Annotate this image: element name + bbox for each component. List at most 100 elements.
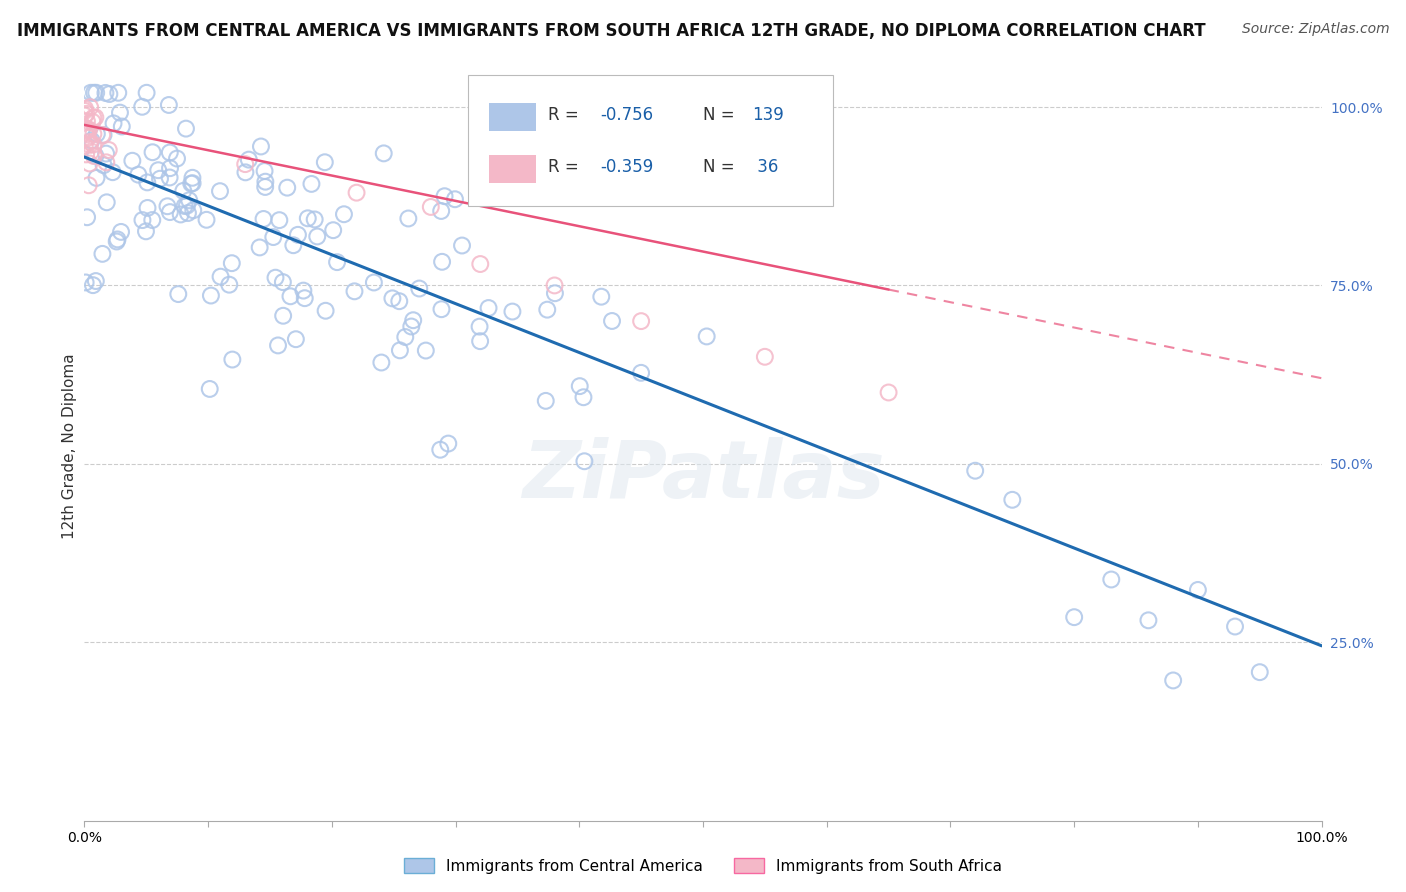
Point <box>271 275 294 289</box>
Point <box>269 213 291 227</box>
Point <box>218 277 240 292</box>
Point <box>94 86 117 100</box>
Point <box>79 156 101 170</box>
Point <box>157 98 180 112</box>
Point <box>148 163 170 178</box>
Point <box>1187 582 1209 597</box>
Point <box>80 134 103 148</box>
Point <box>80 86 103 100</box>
Point <box>314 155 336 169</box>
Point <box>287 227 309 242</box>
Point <box>84 274 107 288</box>
Point <box>343 285 366 299</box>
Point <box>326 255 349 269</box>
Point <box>103 116 125 130</box>
Text: IMMIGRANTS FROM CENTRAL AMERICA VS IMMIGRANTS FROM SOUTH AFRICA 12TH GRADE, NO D: IMMIGRANTS FROM CENTRAL AMERICA VS IMMIG… <box>17 22 1205 40</box>
Point <box>304 212 326 227</box>
Point <box>80 145 103 159</box>
Point <box>79 135 101 149</box>
Point <box>181 203 204 218</box>
Point <box>75 107 97 121</box>
Point <box>93 158 115 172</box>
Point <box>82 115 104 129</box>
Point <box>82 111 104 125</box>
Point <box>101 165 124 179</box>
Point <box>76 127 98 141</box>
Point <box>170 207 193 221</box>
Point <box>86 127 108 141</box>
Point <box>1099 573 1122 587</box>
Point <box>267 338 290 352</box>
Point <box>159 170 181 185</box>
Point <box>429 442 451 457</box>
Point <box>98 87 121 101</box>
Point <box>1001 492 1024 507</box>
Point <box>235 165 257 179</box>
Point <box>105 235 128 249</box>
Point <box>200 288 222 302</box>
Point <box>630 366 652 380</box>
Point <box>249 240 271 254</box>
Point <box>534 393 557 408</box>
Point <box>280 289 302 303</box>
Point <box>221 256 243 270</box>
Point <box>94 146 117 161</box>
Point <box>1249 665 1271 680</box>
Point <box>388 343 411 358</box>
Point <box>388 294 411 309</box>
Point <box>322 223 344 237</box>
Point <box>141 213 163 227</box>
Point <box>172 184 194 198</box>
Text: -0.359: -0.359 <box>600 158 654 176</box>
Point <box>181 170 204 185</box>
Point <box>470 257 492 271</box>
Point <box>136 175 159 189</box>
Legend: Immigrants from Central America, Immigrants from South Africa: Immigrants from Central America, Immigra… <box>398 852 1008 880</box>
Point <box>396 211 419 226</box>
Point <box>75 125 97 139</box>
Point <box>264 270 287 285</box>
Point <box>363 276 385 290</box>
Point <box>181 176 204 190</box>
Point <box>401 319 423 334</box>
Point <box>394 330 416 344</box>
Text: ZiPatlas: ZiPatlas <box>522 437 884 515</box>
Point <box>209 269 232 284</box>
Point <box>135 224 157 238</box>
Point <box>1223 619 1246 633</box>
Point <box>408 281 430 295</box>
Text: N =: N = <box>703 106 740 124</box>
Point <box>233 157 256 171</box>
Point <box>96 195 118 210</box>
Point <box>402 313 425 327</box>
Point <box>156 199 179 213</box>
Point <box>82 137 104 152</box>
Text: Source: ZipAtlas.com: Source: ZipAtlas.com <box>1241 22 1389 37</box>
Point <box>451 238 474 252</box>
Point <box>346 186 368 200</box>
Point <box>1161 673 1184 688</box>
Point <box>544 286 567 301</box>
Point <box>111 120 134 134</box>
Point <box>83 86 105 100</box>
Point <box>221 352 243 367</box>
Point <box>107 232 129 246</box>
Point <box>159 205 181 219</box>
Point <box>107 86 129 100</box>
Point <box>82 127 104 141</box>
Point <box>108 105 131 120</box>
Point <box>177 206 200 220</box>
Point <box>159 145 181 160</box>
Point <box>84 149 107 163</box>
Point <box>333 207 356 221</box>
Point <box>301 177 323 191</box>
Point <box>135 86 157 100</box>
Point <box>373 146 395 161</box>
Point <box>965 464 987 478</box>
Point <box>754 350 776 364</box>
Point <box>84 111 107 125</box>
Text: R =: R = <box>548 158 585 176</box>
Point <box>110 225 132 239</box>
Point <box>415 343 437 358</box>
Point <box>430 302 453 317</box>
